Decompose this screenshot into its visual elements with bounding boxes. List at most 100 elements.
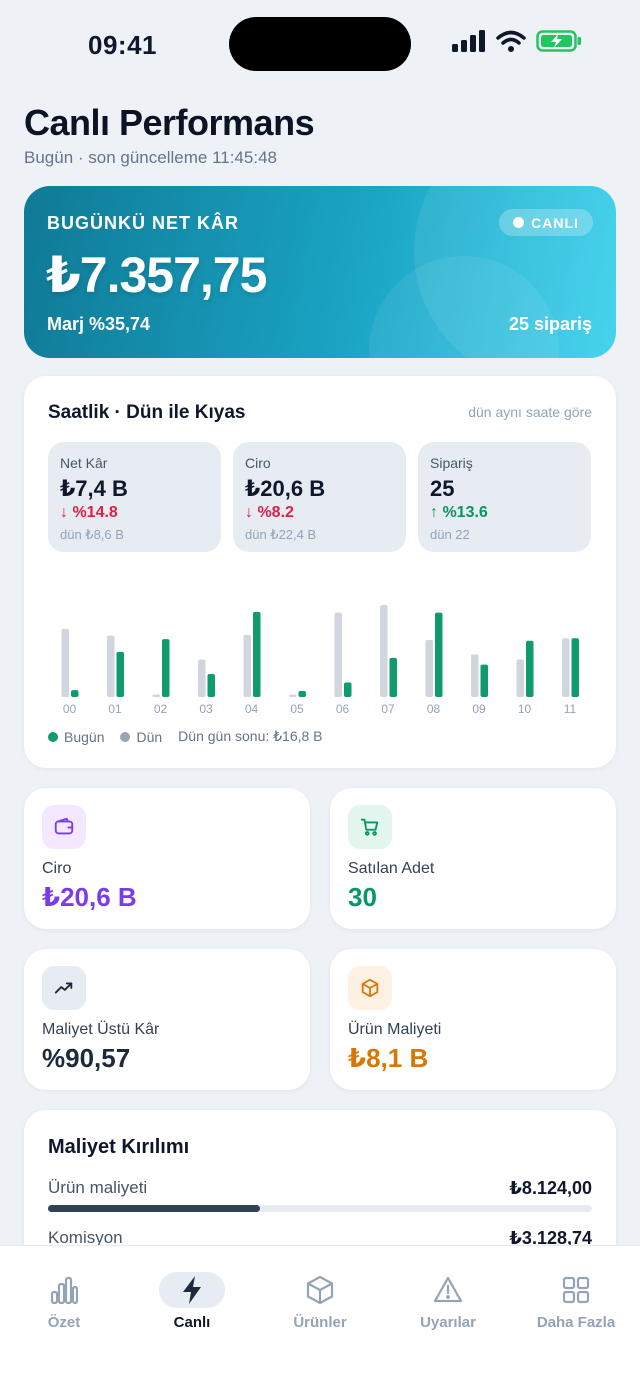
bar-today-03 <box>207 674 215 697</box>
breakdown-row-label: Ürün maliyeti <box>48 1178 148 1197</box>
bar-today-04 <box>253 611 261 697</box>
margin-text: Marj %35,74 <box>47 314 151 334</box>
legend-yesterday-label: Dün <box>136 728 163 745</box>
kpi-change: ↓ %14.8 <box>60 504 118 521</box>
bar-today-01 <box>116 651 124 697</box>
signal-icon <box>452 30 485 52</box>
x-tick-label: 09 <box>472 702 486 716</box>
kpi-value: ₺7,4 B <box>60 476 128 501</box>
cube-icon <box>287 1272 353 1308</box>
tab-label: Uyarılar <box>420 1314 476 1331</box>
hourly-title: Saatlik · Dün ile Kıyas <box>48 402 246 423</box>
bolt-icon <box>159 1272 225 1308</box>
bar-yesterday-03 <box>198 659 206 697</box>
kpi-previous: dün ₺22,4 B <box>245 527 317 542</box>
metric-value: %90,57 <box>42 1043 131 1073</box>
metric-value: ₺8,1 B <box>348 1043 429 1073</box>
metric-value: 30 <box>348 882 377 912</box>
x-tick-label: 05 <box>290 702 304 716</box>
bar-yesterday-04 <box>243 634 251 697</box>
bar-yesterday-00 <box>61 628 69 697</box>
bar-yesterday-11 <box>562 638 570 697</box>
tab-label: Canlı <box>173 1314 211 1331</box>
x-tick-label: 06 <box>336 702 350 716</box>
bar-today-02 <box>162 639 170 697</box>
trend-up-icon <box>42 966 86 1010</box>
kpi-label: Ciro <box>245 455 271 471</box>
wifi-icon <box>496 30 526 52</box>
cart-icon <box>348 805 392 849</box>
bar-chart-icon <box>31 1272 97 1308</box>
live-badge: CANLI <box>499 209 593 236</box>
order-count: 25 sipariş <box>508 314 592 334</box>
bar-today-05 <box>298 691 306 697</box>
metric-label: Maliyet Üstü Kâr <box>42 1021 160 1038</box>
tab-alerts[interactable]: Uyarılar <box>384 1246 512 1346</box>
kpi-net-profit: Net Kâr ₺7,4 B ↓ %14.8 dün ₺8,6 B <box>48 442 221 552</box>
bar-today-10 <box>526 640 534 697</box>
hourly-bar-chart: 00 01 02 03 04 05 06 07 08 09 10 11 <box>61 605 579 716</box>
breakdown-row-label: Komisyon <box>48 1228 123 1247</box>
kpi-value: ₺20,6 B <box>245 476 326 501</box>
metric-card-markup[interactable]: Maliyet Üstü Kâr %90,57 <box>24 949 310 1090</box>
legend-today: Bugün <box>48 729 104 745</box>
grid-icon <box>543 1272 609 1308</box>
net-profit-label: BUGÜNKÜ NET KÂR <box>47 213 239 233</box>
bar-yesterday-07 <box>380 605 388 697</box>
metric-label: Ciro <box>42 860 72 877</box>
metric-value: ₺20,6 B <box>42 882 137 912</box>
kpi-revenue: Ciro ₺20,6 B ↓ %8.2 dün ₺22,4 B <box>233 442 406 552</box>
x-tick-label: 07 <box>381 702 395 716</box>
tab-label: Özet <box>47 1314 81 1331</box>
tab-live[interactable]: Canlı <box>128 1246 256 1346</box>
x-tick-label: 10 <box>518 702 532 716</box>
live-dot-icon <box>513 217 525 228</box>
tab-more[interactable]: Daha Fazla <box>512 1246 640 1346</box>
kpi-label: Sipariş <box>430 455 473 471</box>
legend-day-end: Dün gün sonu: ₺16,8 B <box>178 728 323 744</box>
tab-summary[interactable]: Özet <box>0 1246 128 1346</box>
legend-yesterday-dot <box>120 731 131 742</box>
breakdown-row-value: ₺3.128,74 <box>509 1228 592 1248</box>
bar-yesterday-01 <box>107 635 115 697</box>
kpi-previous: dün ₺8,6 B <box>60 527 124 542</box>
warning-icon <box>415 1272 481 1308</box>
legend-today-label: Bugün <box>64 728 105 745</box>
hourly-note: dün aynı saate göre <box>468 404 592 420</box>
dynamic-island <box>229 17 411 71</box>
metric-card-units-sold[interactable]: Satılan Adet 30 <box>330 788 616 929</box>
wallet-icon <box>42 805 86 849</box>
bar-today-07 <box>389 657 397 697</box>
bar-yesterday-06 <box>334 612 342 697</box>
kpi-value: 25 <box>430 476 455 501</box>
kpi-previous: dün 22 <box>430 527 470 542</box>
net-profit-card[interactable]: BUGÜNKÜ NET KÂR CANLI ₺7.357,75 Marj %35… <box>24 186 616 358</box>
bar-today-00 <box>71 690 79 697</box>
bar-today-06 <box>344 682 352 697</box>
bar-yesterday-08 <box>425 639 433 697</box>
metric-card-product-cost[interactable]: Ürün Maliyeti ₺8,1 B <box>330 949 616 1090</box>
box-icon <box>348 966 392 1010</box>
breakdown-progress-fill <box>48 1205 261 1212</box>
x-tick-label: 00 <box>63 702 77 716</box>
metric-label: Satılan Adet <box>348 860 435 877</box>
bar-today-09 <box>480 664 488 697</box>
bar-yesterday-02 <box>152 694 160 697</box>
net-profit-value: ₺7.357,75 <box>46 247 267 303</box>
tab-bar: Özet Canlı Ürünler Uyarılar <box>0 1245 640 1384</box>
x-tick-label: 01 <box>108 702 122 716</box>
metric-label: Ürün Maliyeti <box>348 1021 442 1038</box>
cost-breakdown-title: Maliyet Kırılımı <box>48 1136 190 1158</box>
chart-legend: Bugün Dün Dün gün sonu: ₺16,8 B <box>48 728 323 745</box>
bar-today-08 <box>435 612 443 697</box>
bar-yesterday-09 <box>471 654 479 697</box>
hourly-comparison-card: Saatlik · Dün ile Kıyas dün aynı saate g… <box>24 376 616 768</box>
kpi-label: Net Kâr <box>60 455 108 471</box>
x-tick-label: 02 <box>154 702 168 716</box>
metric-card-revenue[interactable]: Ciro ₺20,6 B <box>24 788 310 929</box>
tab-products[interactable]: Ürünler <box>256 1246 384 1346</box>
legend-yesterday: Dün <box>120 729 162 745</box>
bar-yesterday-10 <box>516 659 524 697</box>
kpi-change: ↓ %8.2 <box>245 504 294 521</box>
kpi-orders: Sipariş 25 ↑ %13.6 dün 22 <box>418 442 591 552</box>
